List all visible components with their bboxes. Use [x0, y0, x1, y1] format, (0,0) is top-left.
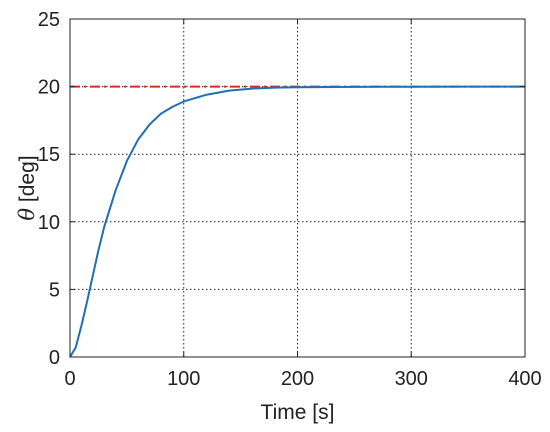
y-tick-label: 25: [38, 9, 60, 31]
x-axis-label: Time [s]: [261, 401, 335, 424]
y-axis-label-symbol: θ: [15, 208, 39, 221]
y-axis-label: θ [deg]: [15, 155, 39, 220]
response-curve: [69, 85, 525, 358]
x-tick-label: 300: [395, 368, 428, 390]
x-tick-label: 200: [281, 368, 314, 390]
y-tick-label: 5: [49, 279, 60, 301]
axis-ticks: 0 100 200 300 400 0 5 10 15 20 25: [38, 9, 542, 390]
x-tick-label: 100: [167, 368, 200, 390]
y-tick-label: 10: [38, 212, 60, 234]
y-tick-label: 15: [38, 144, 60, 166]
data-series: [69, 85, 525, 358]
x-tick-label: 400: [508, 368, 541, 390]
grid-lines: [70, 19, 525, 357]
y-axis-label-unit: [deg]: [16, 155, 39, 208]
y-tick-label: 0: [49, 347, 60, 369]
y-tick-label: 20: [38, 77, 60, 99]
x-tick-label: 0: [64, 368, 75, 390]
